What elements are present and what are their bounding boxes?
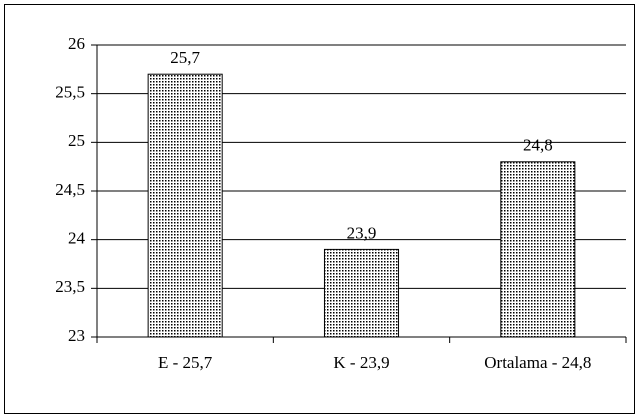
x-tick-label: K - 23,9 xyxy=(333,353,389,372)
x-tick-label: Ortalama - 24,8 xyxy=(484,353,591,372)
y-tick-label: 23 xyxy=(68,326,85,345)
bar xyxy=(147,73,223,338)
value-label: 25,7 xyxy=(170,48,200,67)
value-label: 23,9 xyxy=(347,223,377,242)
value-label: 24,8 xyxy=(523,136,553,155)
y-tick-label: 24,5 xyxy=(55,180,85,199)
y-tick-label: 23,5 xyxy=(55,277,85,296)
y-tick-label: 24 xyxy=(68,229,86,248)
x-tick-label: E - 25,7 xyxy=(158,353,213,372)
bar xyxy=(323,248,400,338)
bar xyxy=(500,161,576,338)
y-tick-label: 25 xyxy=(68,131,85,150)
y-tick-label: 25,5 xyxy=(55,83,85,102)
y-tick-label: 26 xyxy=(68,34,85,53)
